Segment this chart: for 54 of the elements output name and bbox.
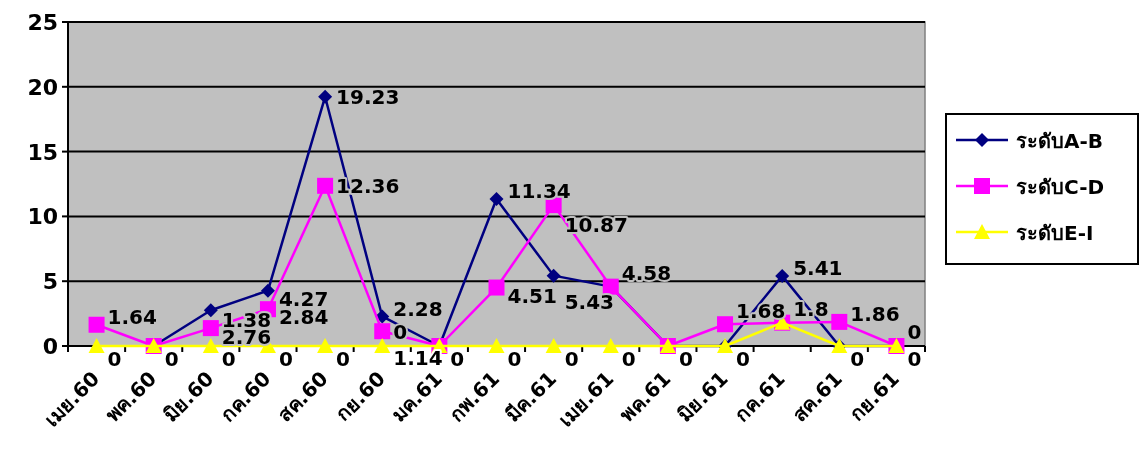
data-label: 0	[221, 346, 236, 371]
point	[260, 283, 275, 298]
data-label: 1.86	[850, 302, 900, 327]
point	[203, 303, 218, 318]
data-label: 0	[907, 346, 922, 371]
point	[831, 313, 848, 330]
data-label: 0	[850, 346, 865, 371]
y-tick-label: 15	[27, 139, 58, 165]
point	[717, 316, 734, 333]
point	[775, 268, 790, 283]
point	[317, 338, 334, 353]
legend-label: ระดับC-D	[1016, 175, 1105, 199]
y-tick-label: 5	[42, 269, 58, 295]
data-label: 1.14	[393, 345, 443, 370]
data-label: 19.23	[336, 85, 400, 110]
data-label: 0	[164, 346, 179, 371]
data-label: 0	[507, 346, 522, 371]
data-label: 0	[736, 346, 750, 371]
point	[202, 338, 219, 353]
y-tick-label: 25	[27, 10, 58, 35]
data-label: 5.43	[564, 289, 614, 314]
data-label: 0	[907, 320, 922, 345]
data-label: 1.64	[107, 305, 157, 330]
point	[546, 268, 561, 283]
point	[545, 338, 562, 353]
data-label: 0	[336, 346, 351, 371]
data-label: 0	[107, 346, 122, 371]
point	[489, 192, 504, 207]
point	[602, 338, 619, 353]
y-tick-label: 0	[42, 334, 58, 359]
data-label: 0	[678, 346, 693, 371]
y-tick-label: 10	[27, 204, 58, 230]
data-label: 0	[621, 346, 636, 371]
point	[202, 320, 219, 337]
data-label: 4.51	[507, 283, 557, 308]
point	[88, 338, 105, 353]
data-label: 0	[564, 346, 579, 371]
data-label: 11.34	[507, 179, 571, 204]
data-label: 0	[278, 346, 293, 371]
legend-label: ระดับE-I	[1016, 221, 1094, 245]
point	[317, 177, 334, 194]
point	[318, 89, 333, 104]
point	[488, 338, 505, 353]
point	[374, 323, 391, 340]
data-label: 2.28	[393, 296, 443, 321]
point	[374, 338, 391, 353]
point	[488, 279, 505, 296]
y-tick-label: 20	[27, 74, 58, 100]
data-label: 0	[450, 346, 465, 371]
point	[88, 316, 105, 333]
data-label: 10.87	[564, 213, 628, 238]
data-label: 4.58	[621, 260, 672, 285]
legend-label: ระดับA-B	[1016, 129, 1104, 153]
data-label: 5.41	[793, 256, 843, 281]
